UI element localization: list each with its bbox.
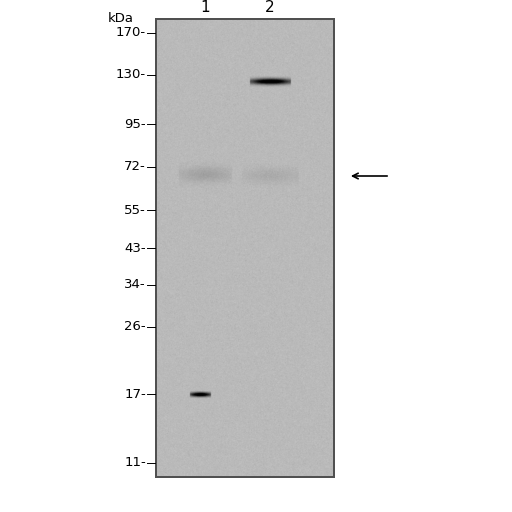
- Text: 11-: 11-: [124, 457, 146, 470]
- Text: 17-: 17-: [124, 388, 146, 400]
- Text: 34-: 34-: [124, 279, 146, 291]
- Text: 170-: 170-: [116, 27, 146, 39]
- Text: 95-: 95-: [124, 117, 146, 131]
- Text: kDa: kDa: [108, 11, 134, 25]
- Text: 55-: 55-: [124, 203, 146, 217]
- Text: 130-: 130-: [116, 69, 146, 81]
- Text: 2: 2: [265, 1, 275, 15]
- Text: 26-: 26-: [124, 321, 146, 333]
- Text: 43-: 43-: [124, 242, 146, 254]
- Text: 1: 1: [200, 1, 210, 15]
- Text: 72-: 72-: [124, 160, 146, 174]
